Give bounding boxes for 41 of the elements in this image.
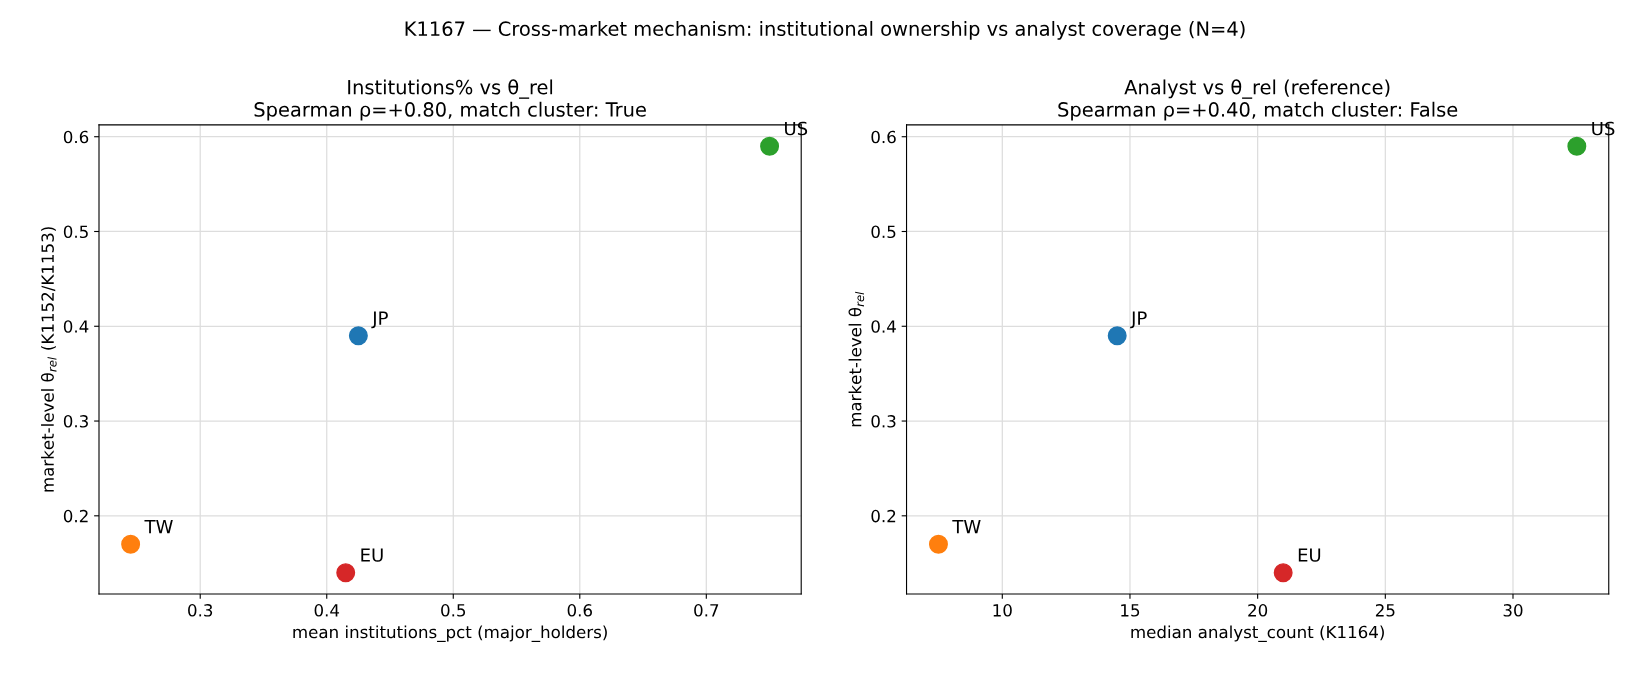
x-tick-label: 0.5 — [441, 604, 466, 617]
x-tick-label: 0.7 — [694, 604, 719, 617]
y-tick-label: 0.5 — [63, 225, 88, 239]
y-tick-label: 0.6 — [63, 130, 89, 144]
y-tick-label: 0.3 — [63, 415, 88, 428]
x-tick-label: 0.6 — [567, 604, 592, 617]
series-label: JP — [371, 311, 388, 329]
chart-title: Analyst vs θ_rel (reference) Spearman ρ=+0.40, match cluster: False — [1058, 79, 1458, 121]
y-tick-label: 0.2 — [871, 509, 896, 523]
series-label: TW — [144, 519, 173, 534]
x-tick-label: 20 — [1248, 604, 1268, 617]
y-tick-label: 0.2 — [63, 509, 88, 523]
y-axis-title: market-level θ$_{rel}$ — [848, 291, 865, 427]
text: K1167 — Cross-market mechanism: institutional ownership vs analyst coverage (N=4) — [405, 20, 1245, 40]
y-axis-title: market-level θ$_{rel}$ (K1152/K1153) — [40, 227, 57, 492]
series-label: TW — [952, 519, 981, 534]
point — [1273, 563, 1293, 583]
point — [336, 563, 356, 583]
point — [1567, 136, 1587, 156]
x-axis-title: mean institutions_pct (major_holders) — [293, 625, 607, 642]
chart-title: Institutions% vs θ_rel Spearman ρ=+0.80, match cluster: True — [254, 79, 646, 121]
point — [928, 534, 948, 554]
series-label: JP — [1130, 311, 1147, 329]
x-tick-label: 15 — [1121, 604, 1140, 617]
point — [121, 534, 141, 554]
point — [760, 136, 780, 156]
x-tick-label: 0.4 — [314, 604, 340, 617]
x-tick-label: 30 — [1503, 604, 1523, 617]
x-tick-label: 10 — [993, 604, 1012, 617]
y-tick-label: 0.4 — [63, 320, 89, 333]
y-tick-label: 0.4 — [871, 320, 896, 333]
series-label: EU — [1298, 548, 1321, 562]
x-axis-title: median analyst_count (K1164) — [1131, 625, 1384, 642]
point — [348, 326, 368, 346]
series-label: EU — [361, 548, 383, 562]
y-tick-label: 0.6 — [871, 130, 896, 144]
point — [1107, 326, 1127, 346]
y-tick-label: 0.3 — [871, 415, 896, 428]
y-tick-label: 0.5 — [871, 225, 896, 239]
x-tick-label: 0.3 — [188, 604, 213, 617]
x-tick-label: 25 — [1375, 604, 1395, 617]
